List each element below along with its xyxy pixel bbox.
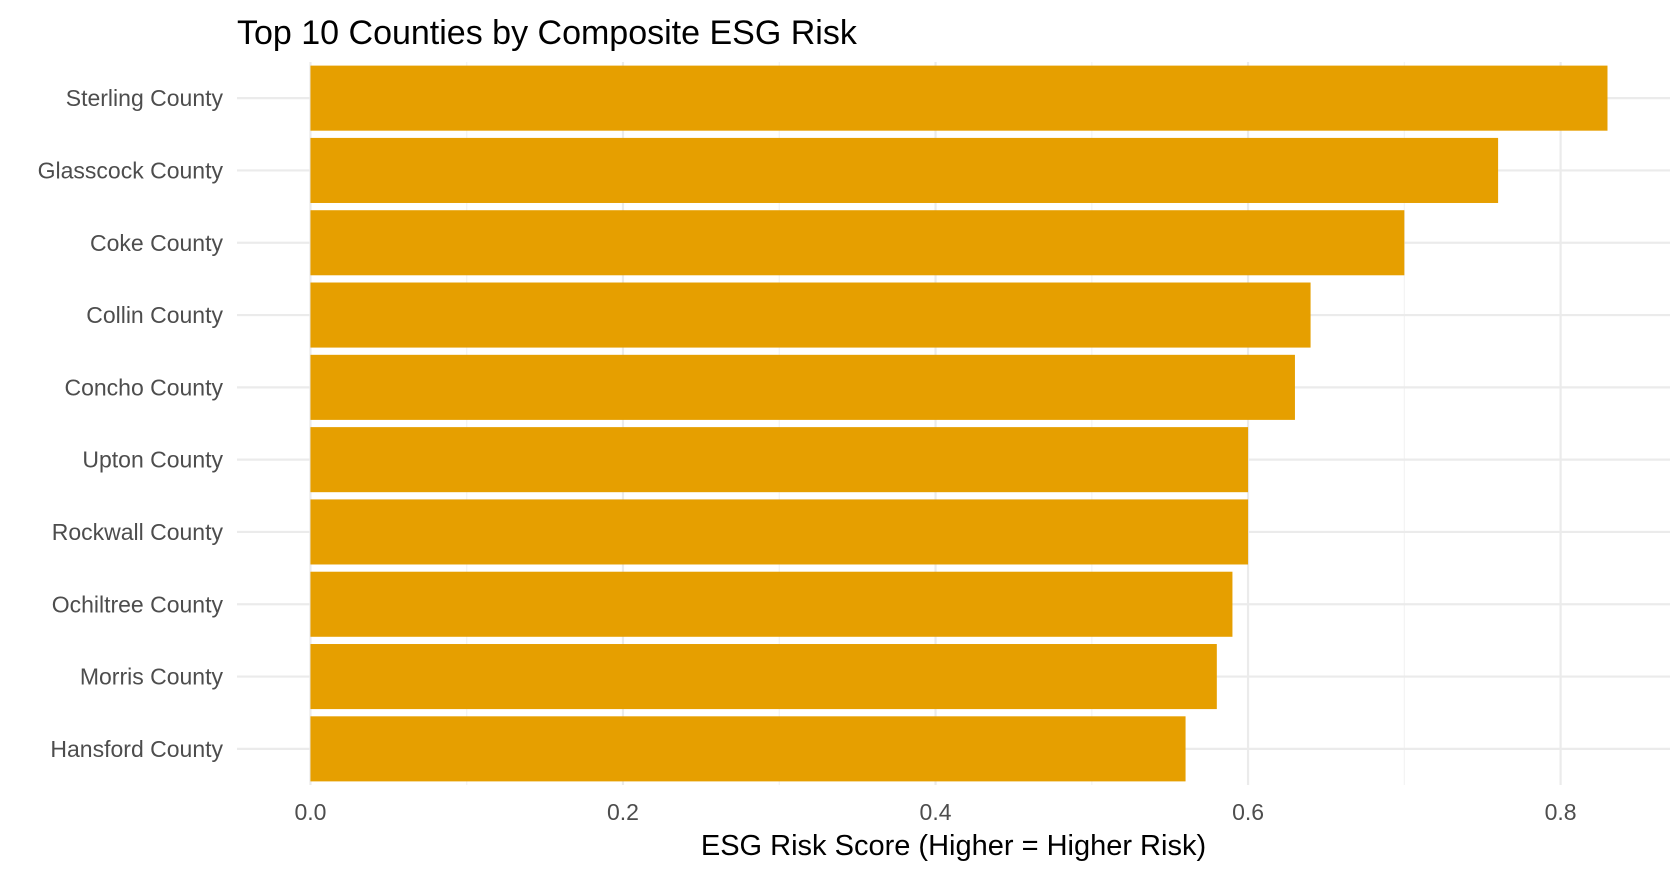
bar (310, 210, 1405, 276)
x-tick-label: 0.6 (1232, 799, 1264, 825)
y-tick-label: Rockwall County (52, 519, 224, 545)
y-tick-label: Collin County (86, 302, 223, 328)
bars (310, 65, 1608, 782)
chart-title: Top 10 Counties by Composite ESG Risk (237, 14, 858, 52)
bar (310, 65, 1608, 131)
y-tick-label: Hansford County (50, 736, 223, 762)
bar (310, 571, 1233, 637)
y-tick-label: Sterling County (66, 85, 224, 111)
x-axis-tick-labels: 0.0 0.2 0.4 0.6 0.8 (294, 799, 1576, 825)
bar (310, 137, 1499, 203)
bar (310, 716, 1186, 782)
x-tick-label: 0.2 (607, 799, 639, 825)
bar (310, 282, 1311, 348)
y-tick-label: Upton County (82, 447, 223, 473)
x-axis-title: ESG Risk Score (Higher = Higher Risk) (701, 830, 1206, 862)
bar (310, 354, 1295, 420)
x-tick-label: 0.8 (1545, 799, 1577, 825)
y-tick-label: Morris County (80, 664, 224, 690)
y-tick-label: Glasscock County (38, 157, 224, 183)
bar (310, 499, 1249, 565)
bar (310, 427, 1249, 493)
y-axis-tick-labels: Sterling County Glasscock County Coke Coun… (38, 85, 224, 762)
y-tick-label: Concho County (64, 374, 223, 400)
y-tick-label: Coke County (90, 230, 223, 256)
y-tick-label: Ochiltree County (52, 591, 224, 617)
x-tick-label: 0.0 (294, 799, 326, 825)
bar (310, 644, 1217, 710)
x-tick-label: 0.4 (920, 799, 952, 825)
